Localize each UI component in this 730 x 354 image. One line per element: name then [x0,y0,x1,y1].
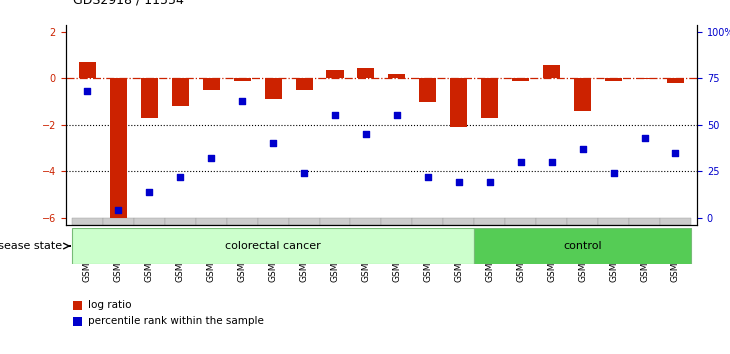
Bar [574,78,591,111]
Bar [629,218,660,225]
Bar [443,218,475,225]
Bar [358,68,374,78]
Bar [450,78,467,127]
Bar [474,218,505,225]
Point [391,113,403,118]
Bar [388,74,405,78]
Bar [512,78,529,81]
Bar [381,218,412,225]
Bar [288,218,320,225]
Bar [667,78,684,83]
Bar [72,228,475,264]
Text: colorectal cancer: colorectal cancer [226,241,321,251]
Bar [110,78,127,218]
Bar [567,218,598,225]
Bar [412,218,443,225]
Bar [103,218,134,225]
Point [143,189,155,195]
Bar [264,78,282,99]
Bar [474,228,691,264]
Bar [505,218,537,225]
Point [298,170,310,176]
Point [515,159,526,165]
Point [82,88,93,94]
Point [329,113,341,118]
Text: control: control [564,241,602,251]
Bar [296,78,312,90]
Point [608,170,620,176]
Text: disease state: disease state [0,241,62,251]
Bar [172,78,189,106]
Bar [72,218,103,225]
Bar [598,218,629,225]
Bar [79,62,96,78]
Point [669,150,681,155]
Bar [141,78,158,118]
Point [237,98,248,103]
Point [360,131,372,137]
Point [484,179,496,185]
Bar [258,218,288,225]
Bar [326,70,344,78]
Bar [203,78,220,90]
Point [112,207,124,213]
Bar [605,78,622,81]
Bar [134,218,165,225]
Point [546,159,558,165]
Bar [537,218,567,225]
Bar [481,78,499,118]
Point [267,141,279,146]
Bar [234,78,250,81]
Bar [165,218,196,225]
Bar [196,218,226,225]
Bar [419,78,437,102]
Point [422,174,434,180]
Text: log ratio: log ratio [88,300,132,310]
Point [174,174,186,180]
Bar [543,65,560,78]
Text: percentile rank within the sample: percentile rank within the sample [88,316,264,326]
Bar [320,218,350,225]
Point [639,135,650,141]
Bar [660,218,691,225]
Bar [636,78,653,79]
Point [577,146,588,152]
Text: GDS2918 / 11554: GDS2918 / 11554 [73,0,184,6]
Bar [350,218,381,225]
Point [205,155,217,161]
Point [453,179,465,185]
Bar [226,218,258,225]
